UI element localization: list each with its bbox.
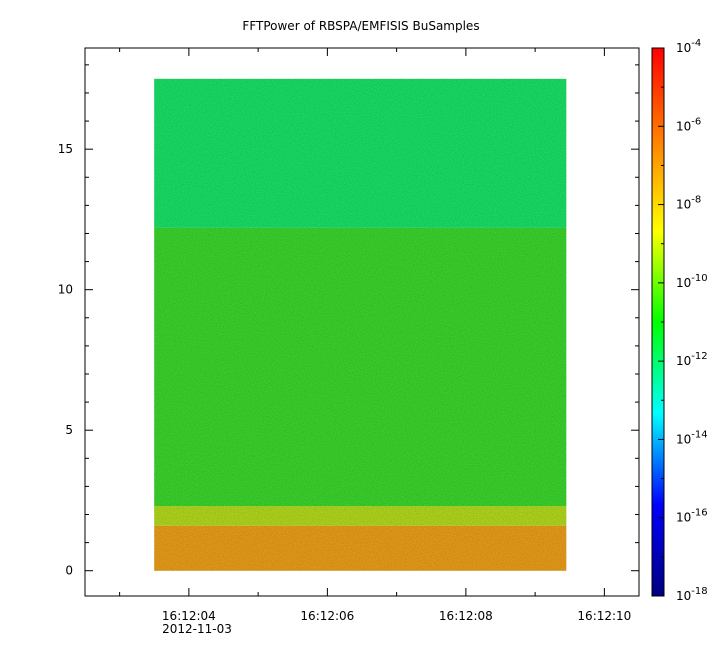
y-tick-label: 5 xyxy=(65,423,73,437)
y-axis: 0 5 10 15 xyxy=(58,64,639,578)
y-tick-label: 10 xyxy=(58,283,73,297)
colorbar-tick-label: 10-10 xyxy=(676,273,708,290)
x-tick-label: 16:12:08 xyxy=(439,609,493,623)
x-tick-label: 16:12:06 xyxy=(300,609,354,623)
y-tick-label: 0 xyxy=(65,564,73,578)
spectrogram-bands xyxy=(154,78,567,571)
colorbar-tick-label: 10-18 xyxy=(676,586,708,603)
colorbar-tick-label: 10-4 xyxy=(676,38,701,55)
chart-title: FFTPower of RBSPA/EMFISIS BuSamples xyxy=(242,19,479,33)
x-tick-label: 16:12:10 xyxy=(577,609,631,623)
x-date-label: 2012-11-03 xyxy=(162,622,232,636)
colorbar-tick-label: 10-16 xyxy=(676,508,708,525)
spectrogram-texture xyxy=(154,78,567,571)
x-tick-label: 16:12:04 xyxy=(162,609,216,623)
y-tick-label: 15 xyxy=(58,142,73,156)
colorbar-tick-label: 10-6 xyxy=(676,116,701,133)
colorbar-tick-label: 10-14 xyxy=(676,429,708,446)
colorbar-tick-label: 10-12 xyxy=(676,351,708,368)
colorbar-tick-label: 10-8 xyxy=(676,195,701,212)
x-axis: 16:12:04 16:12:06 16:12:08 16:12:10 xyxy=(119,48,631,623)
colorbar-axis: 10-18 10-16 10-14 10-12 10-10 10-8 10-6 10-4 xyxy=(658,38,708,603)
